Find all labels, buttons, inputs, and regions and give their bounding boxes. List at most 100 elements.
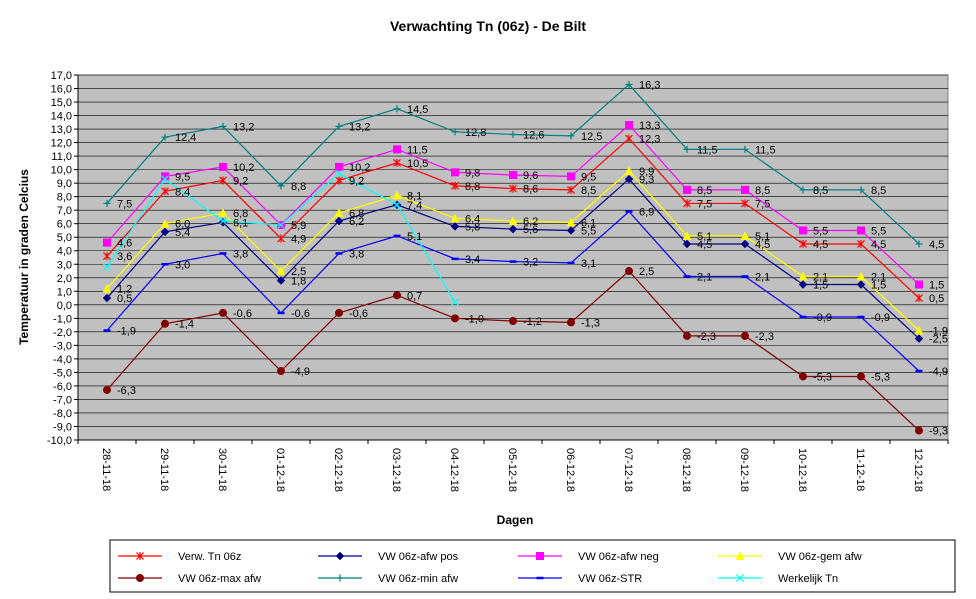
series-point bbox=[102, 293, 112, 303]
data-label: 1,5 bbox=[813, 280, 828, 292]
data-label: 6,4 bbox=[465, 213, 480, 225]
data-label: 2,1 bbox=[755, 271, 770, 283]
series-point bbox=[392, 190, 402, 200]
series-point bbox=[683, 331, 691, 340]
series-point bbox=[683, 199, 691, 208]
series-point bbox=[393, 158, 401, 167]
series-point bbox=[915, 294, 923, 303]
series-point bbox=[103, 199, 111, 207]
data-label: -0,6 bbox=[291, 308, 310, 320]
data-label: 4,5 bbox=[813, 239, 828, 251]
data-label: -2,3 bbox=[697, 331, 716, 343]
series-point bbox=[508, 224, 518, 234]
series-point bbox=[277, 234, 285, 243]
data-label: 9,5 bbox=[175, 171, 190, 183]
data-label: -1,4 bbox=[175, 319, 194, 331]
data-label: 5,1 bbox=[755, 231, 770, 243]
series-point bbox=[451, 298, 459, 307]
series-point bbox=[103, 385, 111, 394]
legend-label: VW 06z-min afw bbox=[378, 573, 458, 585]
series-point bbox=[914, 334, 924, 343]
data-label: 6,2 bbox=[523, 216, 538, 228]
data-label: 4,9 bbox=[291, 234, 306, 246]
x-axis: 28-11-18 29-11-18 30-11-18 01-12-18 02-12-18… bbox=[77, 439, 949, 492]
data-label: 7,5 bbox=[697, 198, 712, 210]
series-point bbox=[451, 181, 459, 190]
x-tick-label: 10-12-18 bbox=[796, 448, 808, 492]
x-tick-label: 30-11-18 bbox=[216, 448, 228, 491]
data-label: 4,5 bbox=[755, 239, 770, 251]
data-label: 1,5 bbox=[929, 280, 944, 292]
series-point bbox=[741, 199, 749, 208]
data-label: 5,9 bbox=[291, 220, 306, 232]
data-label: 13,3 bbox=[639, 120, 660, 132]
series-point bbox=[335, 122, 343, 130]
y-tick-label: -3,0 bbox=[53, 340, 72, 352]
y-tick-label: -8,0 bbox=[53, 408, 72, 420]
data-label: 16,3 bbox=[639, 79, 660, 91]
series-point bbox=[277, 367, 285, 376]
x-tick-label: 03-12-18 bbox=[390, 448, 402, 492]
y-tick-label: 17,0 bbox=[51, 70, 72, 82]
legend-label: VW 06z-STR bbox=[578, 573, 642, 585]
series-point bbox=[509, 184, 517, 193]
data-label: 11,5 bbox=[755, 144, 776, 156]
y-tick-label: -4,0 bbox=[53, 354, 72, 366]
y-tick-label: -9,0 bbox=[53, 421, 72, 433]
legend-label: Verw. Tn 06z bbox=[178, 551, 241, 563]
data-label: 0,5 bbox=[929, 293, 944, 305]
data-label: 13,2 bbox=[349, 121, 370, 133]
y-tick-label: -10,0 bbox=[47, 435, 72, 447]
y-tick-label: 14,0 bbox=[51, 111, 72, 123]
y-tick-label: 4,0 bbox=[57, 246, 72, 258]
data-label: 5,6 bbox=[523, 224, 538, 236]
series-point bbox=[736, 574, 744, 582]
series-point bbox=[451, 168, 459, 177]
data-label: 9,5 bbox=[581, 171, 596, 183]
series-point bbox=[277, 182, 285, 190]
series-point bbox=[567, 132, 575, 140]
series-point bbox=[740, 231, 750, 240]
data-labels: 3,6 8,4 9,2 4,9 9,2 10,5 8,8 8,6 8,5 12,3 7,5 7,5 4,… bbox=[117, 79, 948, 437]
data-label: -5,3 bbox=[813, 371, 832, 383]
series-point bbox=[856, 271, 866, 281]
data-label: 3,2 bbox=[523, 257, 538, 269]
y-tick-label: -6,0 bbox=[53, 381, 72, 393]
series-point bbox=[624, 174, 634, 184]
data-label: -5,3 bbox=[871, 371, 890, 383]
data-label: 6,8 bbox=[233, 208, 248, 220]
series-point bbox=[393, 200, 401, 209]
data-label: 9,2 bbox=[349, 175, 364, 187]
data-label: 2,1 bbox=[813, 271, 828, 283]
series-point bbox=[393, 291, 401, 300]
x-tick-label: 05-12-18 bbox=[506, 448, 518, 492]
data-label: 9,3 bbox=[639, 174, 654, 186]
series-point bbox=[136, 552, 144, 560]
data-label: 6,9 bbox=[639, 207, 654, 219]
y-tick-label: 2,0 bbox=[57, 273, 72, 285]
y-tick-label: 0,0 bbox=[57, 300, 72, 312]
series-point bbox=[682, 231, 692, 240]
series-point bbox=[160, 227, 170, 237]
series-point bbox=[451, 314, 459, 323]
x-tick-label: 02-12-18 bbox=[332, 448, 344, 492]
series-point bbox=[102, 283, 112, 293]
series-point bbox=[219, 176, 227, 185]
series-point bbox=[799, 372, 807, 381]
series-point bbox=[566, 217, 576, 227]
data-label: 9,2 bbox=[233, 175, 248, 187]
x-tick-label: 12-12-18 bbox=[912, 448, 924, 492]
series-point bbox=[335, 551, 345, 561]
series-point bbox=[161, 133, 169, 141]
series-point bbox=[508, 216, 518, 225]
data-label: 6,1 bbox=[233, 217, 248, 229]
data-label: -1,3 bbox=[581, 317, 600, 329]
data-label: 12,3 bbox=[639, 134, 660, 146]
data-label: 6,1 bbox=[581, 217, 596, 229]
series-point bbox=[740, 239, 750, 249]
data-label: 5,4 bbox=[175, 227, 190, 239]
data-label: 4,5 bbox=[929, 239, 944, 251]
data-label: 3,6 bbox=[117, 251, 132, 263]
data-label: 3,8 bbox=[349, 248, 364, 260]
